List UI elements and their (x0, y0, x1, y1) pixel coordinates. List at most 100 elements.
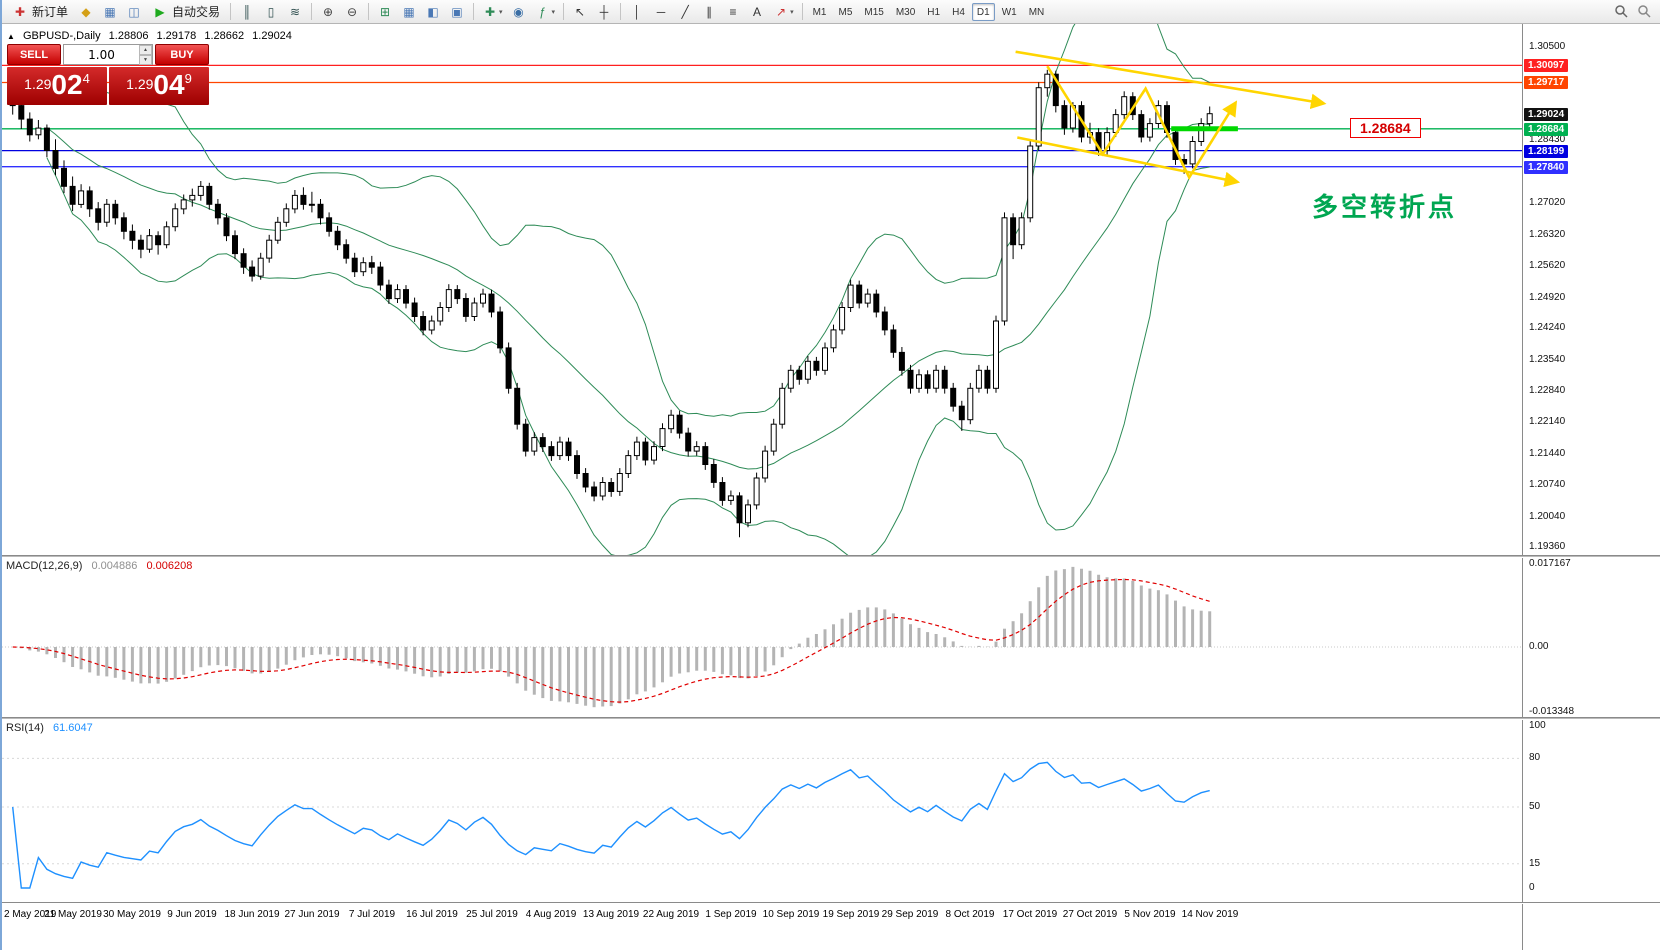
price-label-note[interactable]: 1.28684 (1350, 118, 1421, 138)
swing-zigzag-line[interactable] (1046, 65, 1238, 181)
price-tick-label: 1.30500 (1529, 41, 1566, 53)
vertical-line-icon[interactable]: │ (626, 2, 648, 22)
tile-windows-icon[interactable]: ▦ (398, 2, 420, 22)
price-chart-canvas[interactable] (2, 24, 1522, 555)
timeframe-H4[interactable]: H4 (952, 7, 965, 18)
timeframe-M30[interactable]: M30 (895, 7, 916, 18)
macd-signal-value: 0.006208 (146, 560, 193, 572)
buy-button[interactable]: BUY (155, 44, 209, 65)
data-window-icon: ◫ (128, 4, 140, 19)
candlestick-chart-icon[interactable]: ▯ (260, 2, 282, 22)
cascade-windows-icon[interactable]: ◧ (422, 2, 444, 22)
rsi-canvas[interactable] (2, 720, 1522, 902)
new-order-button[interactable]: ✚ 新订单 (6, 2, 74, 22)
rsi-panel[interactable]: RSI(14) 61.6047 (2, 720, 1522, 902)
search-settings-icon[interactable] (1634, 2, 1655, 22)
arrange-windows-icon[interactable]: ▣ (446, 2, 468, 22)
arrow-objects-icon[interactable]: ↗ ▾ (770, 2, 797, 22)
line-chart-icon[interactable]: ≋ (284, 2, 306, 22)
timeframe-toolbar: M1 M5 M15 M30 H1 H4 D1 W1 MN (807, 2, 1051, 21)
macd-panel[interactable]: MACD(12,26,9) 0.004886 0.006208 (2, 558, 1522, 717)
cursor-icon[interactable]: ↖ (569, 2, 591, 22)
rsi-label: RSI(14) 61.6047 (6, 722, 99, 734)
macd-canvas[interactable] (2, 558, 1522, 717)
channel-icon[interactable]: ∥ (698, 2, 720, 22)
rsi-axis-label: 100 (1529, 720, 1546, 731)
timeframe-D1[interactable]: D1 (971, 3, 995, 21)
price-tick-label: 1.23540 (1529, 353, 1566, 365)
auto-trading-label: 自动交易 (172, 5, 221, 19)
price-tag-1.29024: 1.29024 (1524, 107, 1569, 121)
text-label-icon: A (753, 4, 762, 19)
zoom-out-icon[interactable]: ⊖ (341, 2, 363, 22)
indicators-icon[interactable]: ƒ ▾ (532, 2, 559, 22)
ohlc-high: 1.29178 (156, 30, 197, 42)
navigator-icon[interactable]: ◉ (508, 2, 530, 22)
candlestick-chart-icon: ▯ (267, 4, 275, 19)
date-label: 1 Sep 2019 (705, 909, 757, 920)
fibonacci-icon[interactable]: ≡ (722, 2, 744, 22)
timeframe-M15[interactable]: M15 (864, 7, 884, 18)
toolbar-separator (801, 3, 803, 20)
market-watch-icon[interactable]: ▦ (99, 2, 121, 22)
candles (9, 69, 1213, 538)
auto-trading-play-icon: ▶ (155, 4, 165, 19)
horizontal-line-icon[interactable]: ─ (650, 2, 672, 22)
new-chart-icon[interactable]: ✚ ▾ (479, 2, 506, 22)
sell-button[interactable]: SELL (7, 44, 61, 65)
timeframe-MN[interactable]: MN (1028, 7, 1045, 18)
date-label: 19 Sep 2019 (822, 909, 880, 920)
bar-chart-icon[interactable]: ║ (236, 2, 258, 22)
price-chart-panel[interactable]: ▲ GBPUSD-,Daily 1.28806 1.29178 1.28662 … (2, 24, 1522, 555)
date-label: 25 Jul 2019 (466, 909, 518, 920)
volume-increase-button[interactable]: ▲ (139, 45, 152, 55)
panel-divider-time-axis (2, 902, 1660, 904)
price-tag-1.28199: 1.28199 (1524, 144, 1569, 158)
lower-channel-trendline[interactable] (1017, 136, 1241, 188)
price-tick-label: 1.20740 (1529, 479, 1566, 491)
time-axis[interactable]: 2 May 2019 21 May 2019 30 May 2019 9 Jun 20… (2, 904, 1522, 926)
toolbar-separator (563, 2, 565, 20)
new-chart-icon: ✚ (485, 4, 496, 19)
sell-price[interactable]: 1.29 02 4 (7, 67, 107, 105)
data-window-icon[interactable]: ◫ (123, 2, 145, 22)
rsi-line (12, 761, 1210, 889)
buy-price[interactable]: 1.29 04 9 (109, 67, 209, 105)
crosshair-icon[interactable]: ┼ (593, 2, 615, 22)
price-axis[interactable]: 1.305001.284301.277201.270201.263201.256… (1522, 24, 1660, 950)
dropdown-caret-icon[interactable]: ▾ (551, 8, 556, 16)
horizontal-line-icon: ─ (656, 4, 666, 19)
timeframe-M5[interactable]: M5 (838, 7, 853, 18)
price-tick-label: 1.22840 (1529, 384, 1566, 396)
timeframe-M1[interactable]: M1 (812, 7, 827, 18)
rsi-value: 61.6047 (52, 722, 93, 734)
toolbar-separator (230, 3, 232, 20)
date-label: 27 Oct 2019 (1062, 909, 1118, 920)
profiles-icon: ◆ (81, 4, 91, 19)
zoom-in-icon[interactable]: ⊕ (317, 2, 339, 22)
price-tag-1.27840: 1.27840 (1524, 160, 1569, 174)
search-symbol-icon[interactable] (1611, 2, 1632, 22)
dropdown-caret-icon[interactable]: ▾ (499, 8, 503, 16)
volume-input[interactable] (64, 45, 139, 64)
text-label-icon[interactable]: A (746, 2, 768, 22)
trendline-icon[interactable]: ╱ (674, 2, 696, 22)
timeframe-H1[interactable]: H1 (927, 7, 941, 18)
turning-point-note[interactable]: 多空转折点 (1312, 192, 1458, 222)
volume-field: ▲ ▼ (63, 44, 153, 65)
profiles-icon[interactable]: ◆ (75, 2, 97, 22)
auto-trading-button[interactable]: ▶ 自动交易 (146, 2, 226, 22)
upper-channel-trendline[interactable] (1015, 50, 1327, 110)
collapse-trade-panel-icon[interactable]: ▲ (7, 32, 15, 41)
chart-symbol-period: GBPUSD-,Daily (22, 30, 101, 42)
bar-chart-icon: ║ (242, 4, 252, 19)
dropdown-caret-icon[interactable]: ▾ (790, 8, 794, 16)
toolbar-group-tools: ║ ▯ ≋ ⊕ ⊖ ⊞ ▦ ◧ ▣ ✚ ▾ ◉ ƒ ▾ ↖ ┼ │ ─ ╱ ∥ ≡ A ↗ ▾ (235, 2, 798, 22)
channel-icon: ∥ (706, 4, 713, 19)
date-label: 29 Sep 2019 (881, 909, 939, 920)
volume-decrease-button[interactable]: ▼ (139, 55, 152, 65)
timeframe-W1[interactable]: W1 (1001, 7, 1017, 18)
panel-divider-macd[interactable] (2, 555, 1660, 558)
auto-scroll-icon[interactable]: ⊞ (374, 2, 396, 22)
panel-divider-rsi[interactable] (2, 717, 1660, 720)
